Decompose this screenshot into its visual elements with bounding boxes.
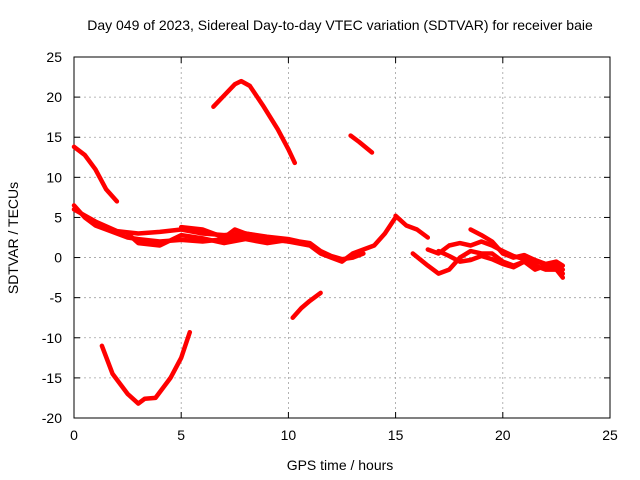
series-line-arc-9 [348,133,375,155]
y-tick-label: -15 [42,370,62,386]
y-tick-label: 15 [46,129,62,145]
series-line-arc-6 [211,78,298,166]
series-line-arc-13 [468,227,566,268]
y-tick-label: 25 [46,49,62,65]
plot-frame [73,56,611,419]
x-tick-label: 10 [281,427,297,443]
series-line-arc-4 [125,231,291,248]
x-tick-label: 25 [602,427,618,443]
y-tick-label: 5 [54,209,62,225]
series-line-arc-14 [436,248,566,276]
series-line-arc-1 [71,144,120,204]
tick-layer: 0 5 10 15 20 25 -20 -15 -10 -5 0 5 10 15 20 25 [42,49,618,443]
y-tick-label: -10 [42,330,62,346]
y-tick-label: -5 [50,290,63,306]
grid-layer [74,57,610,418]
x-axis-label: GPS time / hours [287,457,394,473]
y-axis-label: SDTVAR / TECUs [5,182,21,294]
series-line-arc-10 [393,213,431,240]
series-line-arc-5 [178,224,291,244]
x-tick-label: 15 [388,427,404,443]
series-line-arc-7 [99,329,193,406]
x-tick-label: 5 [177,427,185,443]
x-tick-label: 0 [70,427,78,443]
y-tick-label: 0 [54,250,62,266]
series-layer [71,78,566,406]
x-tick-label: 20 [495,427,511,443]
y-tick-label: 20 [46,89,62,105]
series-line-arc-8 [290,290,323,320]
y-tick-label: 10 [46,169,62,185]
y-tick-label: -20 [42,410,62,426]
chart-title: Day 049 of 2023, Sidereal Day-to-day VTE… [87,17,593,33]
